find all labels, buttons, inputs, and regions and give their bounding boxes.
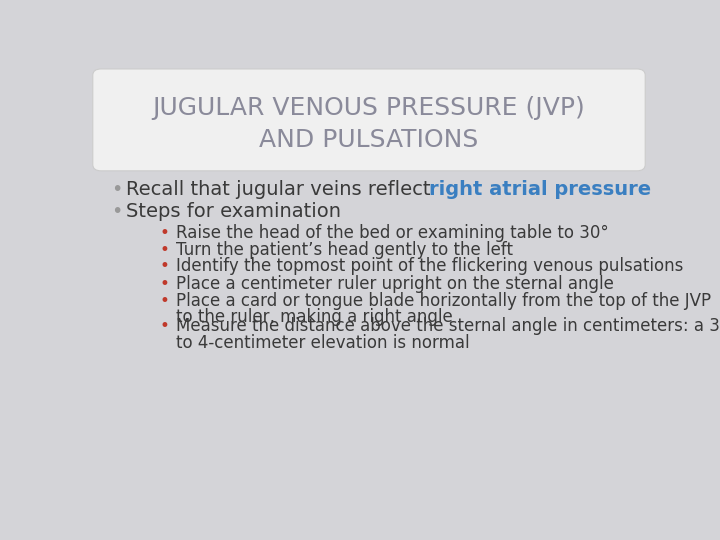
Text: •: • [160, 241, 170, 259]
Text: right atrial pressure: right atrial pressure [428, 180, 651, 199]
Text: •: • [111, 201, 122, 221]
Text: Steps for examination: Steps for examination [126, 201, 341, 221]
Text: JUGULAR VENOUS PRESSURE (JVP): JUGULAR VENOUS PRESSURE (JVP) [153, 97, 585, 120]
Text: Recall that jugular veins reflect: Recall that jugular veins reflect [126, 180, 437, 199]
Text: to the ruler, making a right angle: to the ruler, making a right angle [176, 308, 454, 326]
Text: Measure the distance above the sternal angle in centimeters: a 3-: Measure the distance above the sternal a… [176, 317, 720, 335]
Text: •: • [111, 180, 122, 199]
FancyBboxPatch shape [93, 69, 645, 171]
Text: Turn the patient’s head gently to the left: Turn the patient’s head gently to the le… [176, 241, 513, 259]
Text: Place a centimeter ruler upright on the sternal angle: Place a centimeter ruler upright on the … [176, 274, 614, 293]
Text: •: • [160, 317, 170, 335]
Text: •: • [160, 292, 170, 309]
Text: Place a card or tongue blade horizontally from the top of the JVP: Place a card or tongue blade horizontall… [176, 292, 711, 309]
Text: AND PULSATIONS: AND PULSATIONS [259, 127, 479, 152]
Text: •: • [160, 258, 170, 275]
Text: •: • [160, 274, 170, 293]
Text: to 4-centimeter elevation is normal: to 4-centimeter elevation is normal [176, 334, 470, 352]
Text: •: • [160, 224, 170, 242]
Text: Identify the topmost point of the flickering venous pulsations: Identify the topmost point of the flicke… [176, 258, 684, 275]
Text: Raise the head of the bed or examining table to 30°: Raise the head of the bed or examining t… [176, 224, 609, 242]
